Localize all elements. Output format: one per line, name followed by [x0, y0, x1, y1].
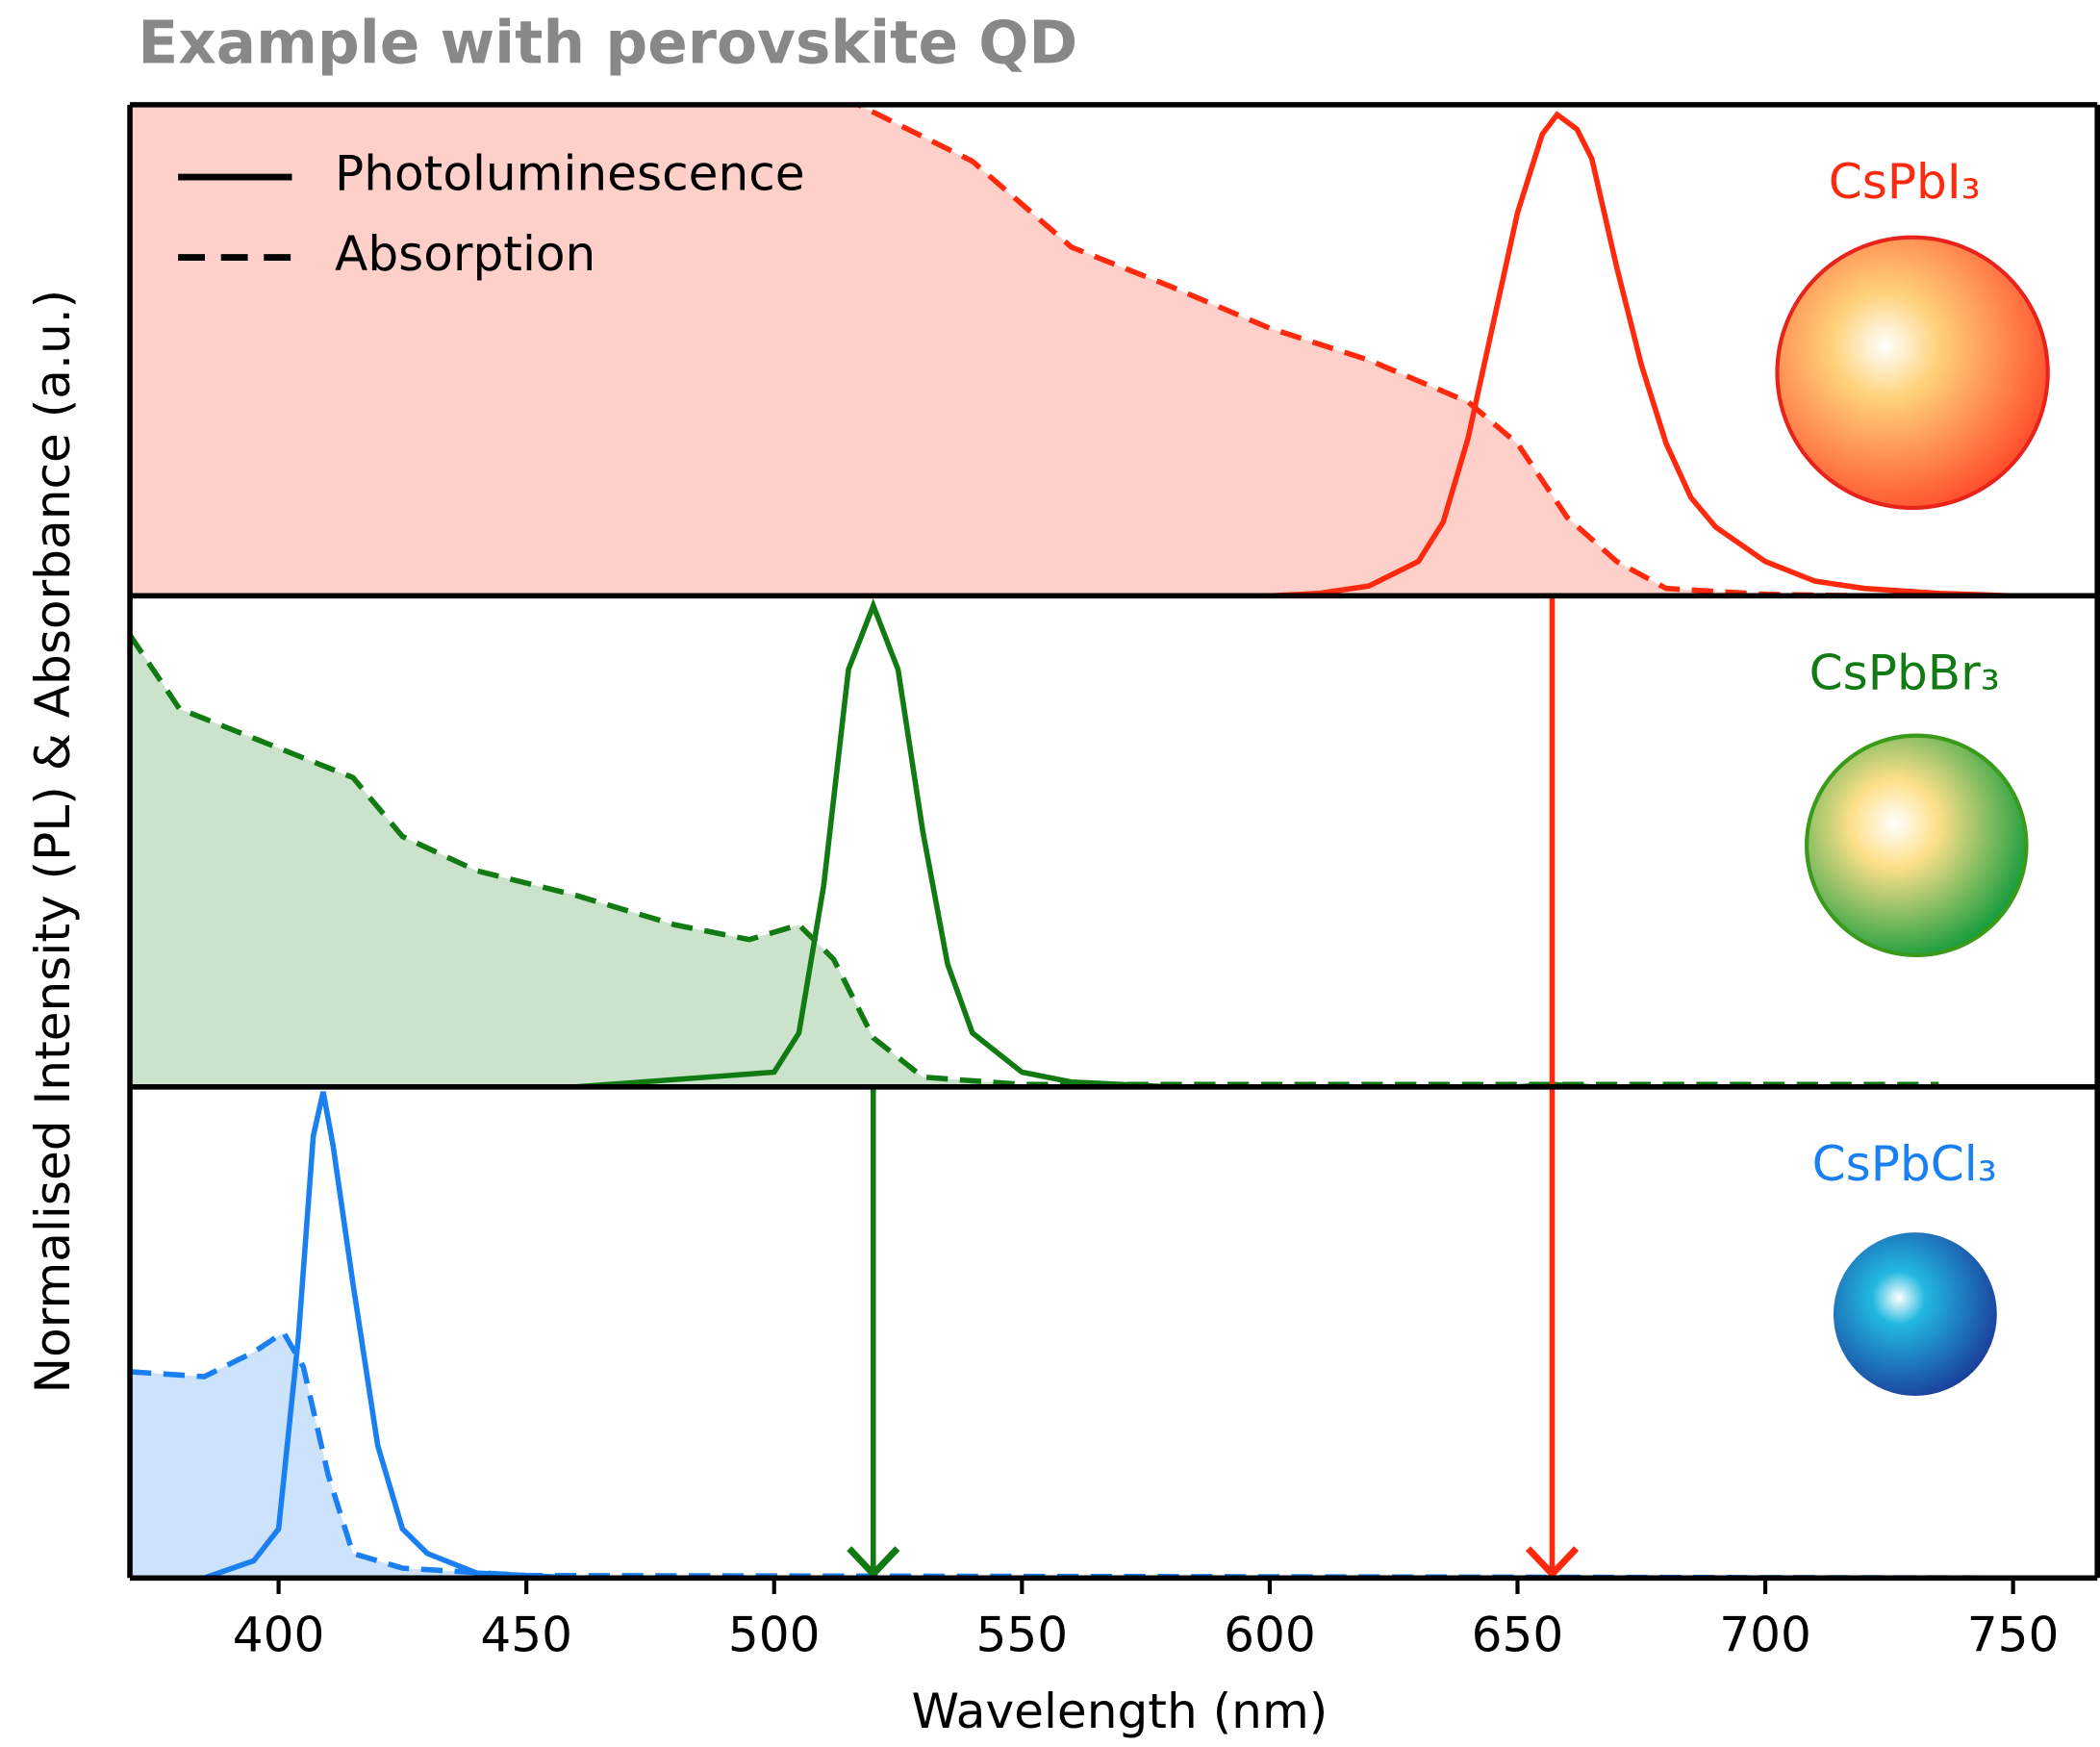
panel-label: CsPbCl₃	[1812, 1135, 1997, 1192]
absorption-area	[130, 0, 1864, 595]
x-tick-label: 650	[1472, 1606, 1564, 1662]
panel-label: CsPbI₃	[1829, 153, 1981, 210]
y-axis-label: Normalised Intensity (PL) & Absorbance (…	[24, 290, 81, 1394]
sphere-icon	[1777, 238, 2047, 508]
panel	[130, 606, 1938, 1087]
x-axis-label: Wavelength (nm)	[911, 1683, 1328, 1739]
x-tick-label: 700	[1719, 1606, 1811, 1662]
absorption-area	[130, 635, 1938, 1087]
x-tick-label: 450	[480, 1606, 572, 1662]
x-tick-label: 550	[975, 1606, 1068, 1662]
sphere-icon	[1807, 736, 2026, 955]
chart-title: Example with perovskite QD	[138, 10, 1077, 78]
x-tick-label: 750	[1967, 1606, 2060, 1662]
pl-line	[204, 1092, 2012, 1578]
sphere-icon	[1834, 1232, 1997, 1396]
x-tick-label: 500	[728, 1606, 821, 1662]
panel-label: CsPbBr₃	[1809, 644, 2000, 700]
chart: Example with perovskite QD Wavelength (n…	[0, 0, 2100, 1747]
legend-label: Absorption	[335, 225, 595, 282]
x-tick-label: 400	[233, 1606, 325, 1662]
x-tick-label: 600	[1224, 1606, 1316, 1662]
panel	[130, 1092, 2013, 1578]
panel	[130, 0, 2013, 595]
legend-label: Photoluminescence	[335, 145, 805, 202]
